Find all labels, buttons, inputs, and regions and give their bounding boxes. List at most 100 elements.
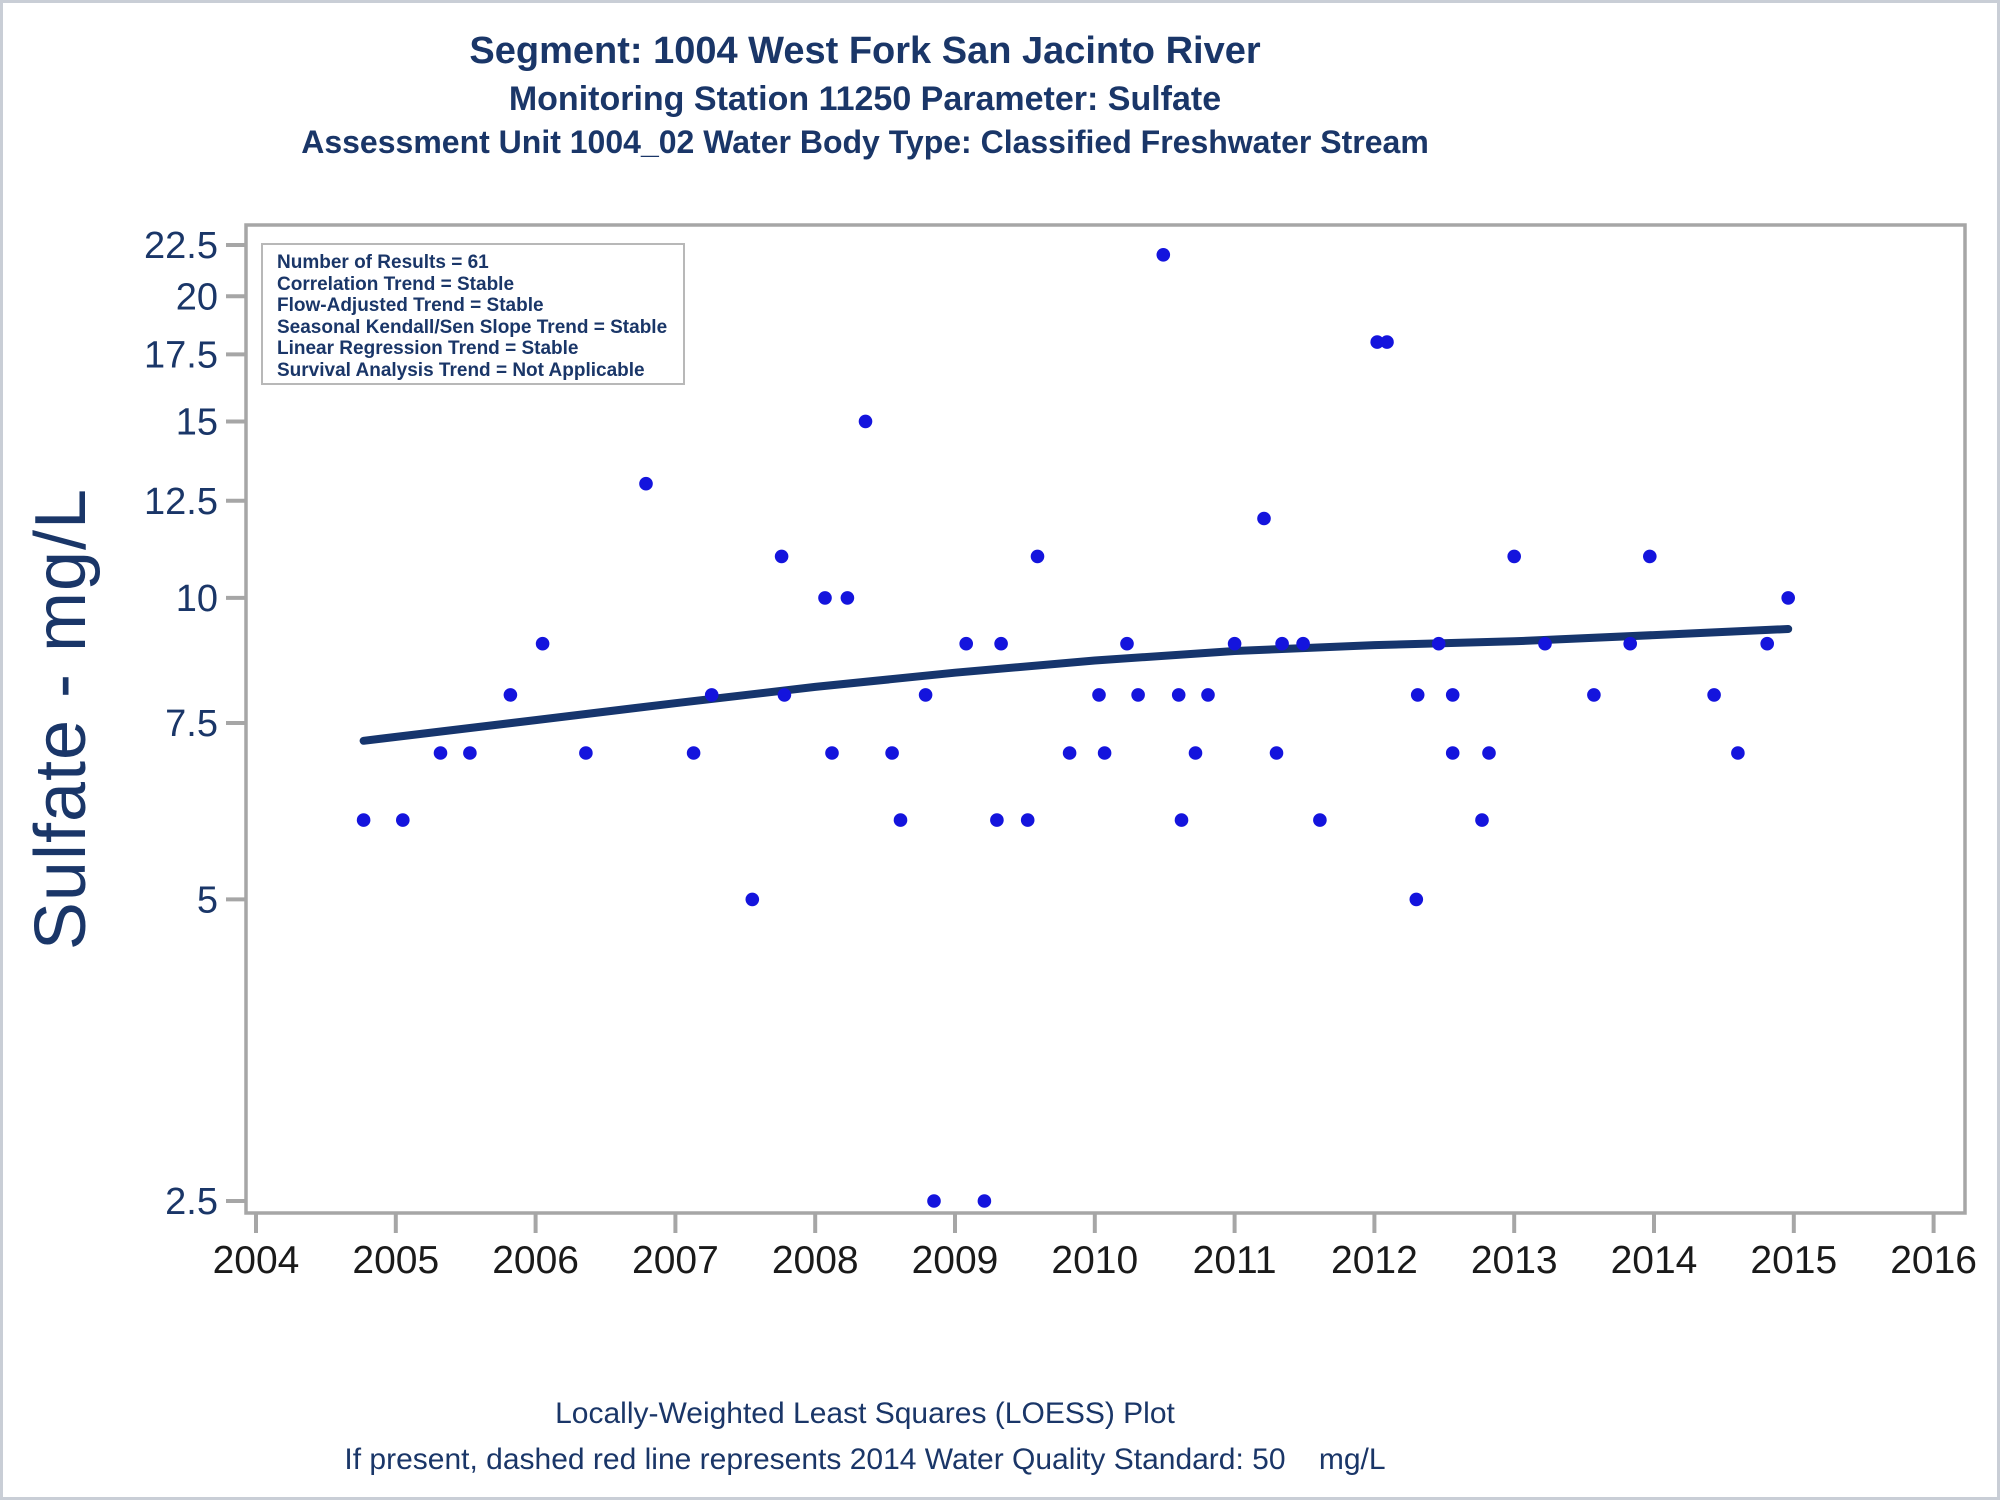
- x-tick-label: 2011: [1193, 1239, 1277, 1282]
- data-point: [433, 746, 448, 760]
- y-tick-label: 12.5: [144, 481, 218, 523]
- x-tick-label: 2005: [352, 1239, 439, 1282]
- data-point: [1445, 688, 1460, 702]
- data-point: [1174, 813, 1189, 827]
- chart-footnotes: Locally-Weighted Least Squares (LOESS) P…: [3, 1391, 1727, 1483]
- chart-titles: Segment: 1004 West Fork San Jacinto Rive…: [3, 25, 1727, 163]
- x-tick-label: 2015: [1750, 1239, 1837, 1282]
- x-tick-label: 2006: [492, 1239, 579, 1282]
- data-point: [463, 746, 477, 760]
- x-tick-label: 2009: [912, 1239, 999, 1282]
- chart-title-station-parameter: Monitoring Station 11250 Parameter: Sulf…: [508, 80, 1222, 118]
- data-point: [1092, 688, 1106, 702]
- x-tick-label: 2013: [1471, 1239, 1558, 1282]
- data-point: [1201, 688, 1215, 702]
- x-tick-label: 2008: [772, 1239, 859, 1282]
- data-point: [1370, 335, 1384, 349]
- x-tick-label: 2004: [213, 1239, 300, 1282]
- data-point: [1269, 746, 1284, 760]
- data-point: [503, 688, 518, 702]
- data-point: [959, 636, 973, 651]
- data-point: [1475, 813, 1489, 827]
- x-tick-label: 2010: [1051, 1239, 1138, 1282]
- data-point: [1431, 636, 1446, 651]
- data-point: [777, 688, 792, 702]
- data-point: [686, 746, 701, 760]
- chart-title-assessment-unit: Assessment Unit 1004_02 Water Body Type:…: [301, 124, 1429, 160]
- footnote-water-quality-standard: If present, dashed red line represents 2…: [344, 1443, 1386, 1476]
- y-tick-label: 17.5: [144, 334, 218, 376]
- data-point: [774, 549, 789, 564]
- chart-title-segment: Segment: 1004 West Fork San Jacinto Rive…: [469, 30, 1261, 72]
- data-point: [994, 636, 1008, 651]
- y-tick-label: 10: [176, 578, 218, 620]
- y-tick-label: 7.5: [165, 703, 218, 745]
- data-point: [1227, 636, 1242, 651]
- data-point: [1131, 688, 1145, 702]
- data-point: [840, 591, 855, 605]
- x-tick-label: 2007: [632, 1239, 719, 1282]
- data-point: [1410, 688, 1425, 702]
- y-tick-label: 15: [176, 401, 218, 443]
- footnote-loess: Locally-Weighted Least Squares (LOESS) P…: [555, 1397, 1175, 1430]
- data-point: [535, 636, 550, 651]
- data-point: [396, 813, 410, 827]
- data-point: [1313, 813, 1327, 827]
- data-point: [1156, 248, 1171, 262]
- data-point: [1062, 746, 1077, 760]
- data-point: [990, 813, 1004, 827]
- data-point: [977, 1194, 992, 1208]
- data-point: [1188, 746, 1203, 760]
- y-tick-label: 5: [197, 879, 218, 921]
- data-point: [858, 414, 873, 429]
- data-point: [885, 746, 899, 760]
- data-point: [818, 591, 832, 605]
- x-tick-label: 2012: [1331, 1239, 1418, 1282]
- scatter-plot-area: 2.5 5 7.5 10 12.5 15 17.5 20 22.5 2004 2005 2006 200…: [144, 223, 1977, 1282]
- x-tick-label: 2016: [1890, 1239, 1977, 1282]
- y-tick-label: 20: [176, 276, 218, 318]
- data-point: [356, 813, 371, 827]
- trend-statistics-box: Number of Results = 61 Correlation Trend…: [261, 243, 685, 385]
- stat-linear-regression-trend: Linear Regression Trend = Stable: [277, 338, 579, 359]
- data-point: [1296, 636, 1310, 651]
- y-tick-label: 2.5: [165, 1181, 218, 1223]
- data-point: [639, 476, 653, 491]
- data-point: [1030, 549, 1045, 564]
- stat-correlation-trend: Correlation Trend = Stable: [277, 273, 515, 295]
- data-point: [1760, 636, 1774, 651]
- stat-number-of-results: Number of Results = 61: [277, 252, 489, 273]
- data-point: [1171, 688, 1186, 702]
- data-point: [1643, 549, 1657, 564]
- data-point: [704, 688, 719, 702]
- data-point: [1707, 688, 1721, 702]
- data-point: [745, 892, 760, 907]
- data-point: [1275, 636, 1289, 651]
- plot-frame: [244, 223, 1967, 1215]
- data-point: [1623, 636, 1637, 651]
- data-point: [825, 746, 839, 760]
- data-point: [1409, 892, 1424, 907]
- data-point: [1097, 746, 1112, 760]
- data-point: [1445, 746, 1460, 760]
- data-point: [918, 688, 933, 702]
- data-point: [1731, 746, 1745, 760]
- data-point: [927, 1194, 941, 1208]
- data-point: [893, 813, 908, 827]
- data-point: [1538, 636, 1552, 651]
- data-point: [1257, 511, 1271, 526]
- data-point: [1120, 636, 1134, 651]
- x-tick-label: 2014: [1611, 1239, 1698, 1282]
- data-point: [1380, 335, 1394, 349]
- data-point: [1020, 813, 1035, 827]
- data-point: [1587, 688, 1601, 702]
- data-point: [1507, 549, 1521, 564]
- y-tick-label: 22.5: [144, 225, 218, 267]
- stat-seasonal-kendall-trend: Seasonal Kendall/Sen Slope Trend = Stabl…: [277, 316, 668, 338]
- loess-trend-line: [359, 625, 1793, 745]
- data-point: [1482, 746, 1496, 760]
- data-point: [1781, 591, 1795, 605]
- stat-flow-adjusted-trend: Flow-Adjusted Trend = Stable: [277, 295, 544, 316]
- stat-survival-analysis-trend: Survival Analysis Trend = Not Applicable: [277, 359, 645, 381]
